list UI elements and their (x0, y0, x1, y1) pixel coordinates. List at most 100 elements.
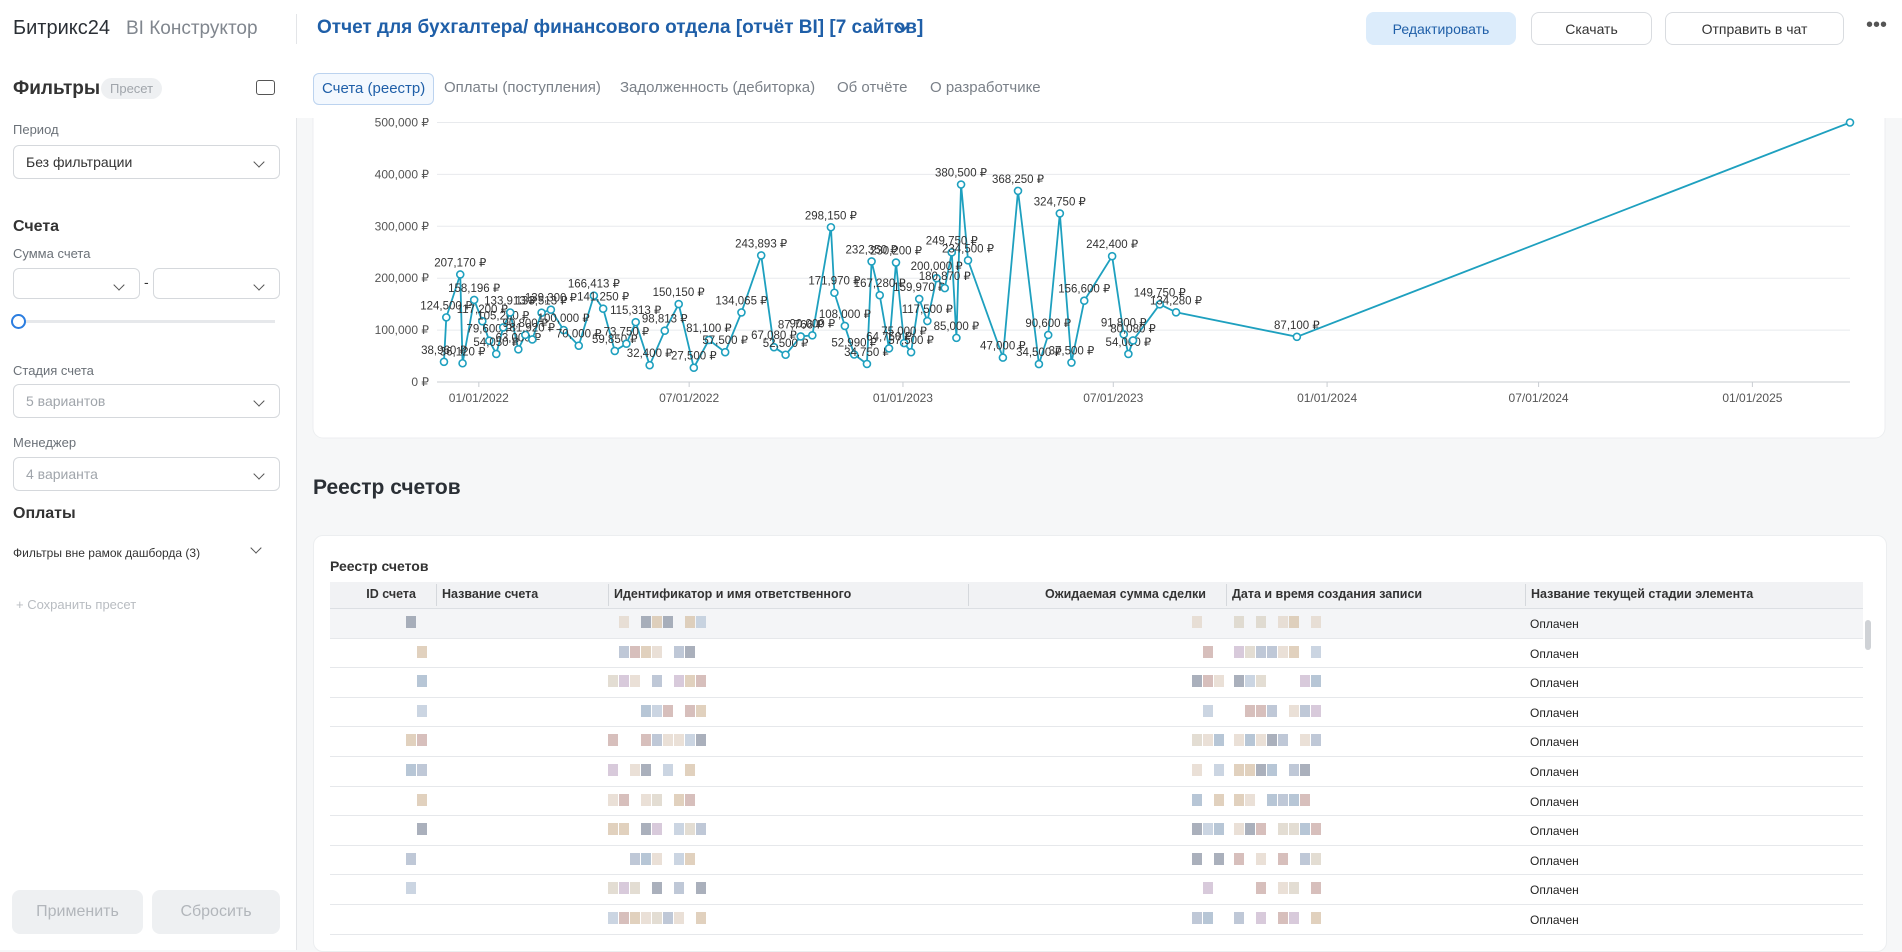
blurred-cell (1256, 645, 1266, 658)
point (875, 290, 885, 300)
blurred-cell (1300, 852, 1310, 865)
download-button[interactable]: Скачать (1531, 12, 1652, 45)
reset-button[interactable]: Сбросить (152, 890, 280, 934)
table-row (330, 697, 1863, 728)
blurred-cell (1311, 882, 1321, 895)
external-filters[interactable]: Фильтры вне рамок дашборда (3) (13, 546, 201, 560)
save-preset[interactable]: + Сохранить пресет (16, 597, 137, 612)
manager-select[interactable]: 4 варианта (13, 457, 280, 491)
blurred-cell (685, 704, 695, 717)
point (645, 360, 654, 370)
tab[interactable]: О разработчике (930, 79, 1041, 96)
edit-button[interactable]: Редактировать (1366, 12, 1516, 45)
point (498, 323, 508, 332)
column-header[interactable]: Дата и время создания записи (1232, 587, 1423, 601)
column-header[interactable]: Название счета (442, 587, 539, 601)
blurred-cell (630, 675, 640, 688)
apply-button[interactable]: Применить (12, 890, 143, 934)
blurred-cell (1234, 734, 1244, 747)
blurred-cell (1311, 823, 1321, 836)
column-divider (1226, 584, 1227, 606)
blurred-cell (1278, 645, 1288, 658)
point (720, 347, 730, 357)
point (559, 325, 568, 335)
amount-from[interactable] (13, 268, 140, 299)
point (484, 336, 494, 345)
data-label: 124,500 ₽ (420, 300, 473, 312)
collapse-icon[interactable] (256, 80, 275, 95)
blurred-cell (641, 764, 651, 776)
point (963, 255, 973, 265)
data-label: 242,400 ₽ (1086, 239, 1139, 251)
point (1013, 186, 1023, 196)
data-label: 81,100 ₽ (686, 323, 732, 335)
blurred-cell (1192, 764, 1202, 776)
point (952, 333, 961, 343)
stage-cell: Оплачен (1530, 735, 1579, 750)
blurred-cell (1256, 912, 1266, 924)
y-tick-label: 0 ₽ (411, 375, 429, 389)
column-header[interactable]: Ожидаемая сумма сделки (1045, 587, 1206, 601)
blurred-cell (674, 852, 684, 865)
blurred-cell (1278, 793, 1288, 806)
blurred-cell (1256, 704, 1266, 717)
label: Менеджер (13, 435, 77, 450)
table-title: Реестр счетов (330, 558, 429, 574)
column-header[interactable]: ID счета (366, 587, 416, 601)
tab[interactable]: Оплаты (поступления) (444, 79, 601, 96)
data-label: 171,970 ₽ (808, 276, 861, 288)
blurred-cell (1203, 675, 1213, 688)
blurred-cell (674, 734, 684, 747)
blurred-cell (674, 823, 684, 836)
x-tick-label: 01/01/2024 (1297, 391, 1357, 405)
send-button[interactable]: Отправить в чат (1665, 12, 1844, 45)
table-header (330, 582, 1863, 609)
slider-handle[interactable] (11, 314, 26, 329)
blurred-cell (1245, 675, 1255, 688)
stage-cell: Оплачен (1530, 794, 1579, 809)
tab[interactable]: Счета (реестр) (313, 73, 435, 105)
blurred-cell (652, 912, 662, 924)
point (622, 339, 631, 349)
label: Стадия счета (13, 363, 94, 378)
point (906, 347, 916, 357)
blurred-cell (619, 882, 629, 895)
blurred-cell (1278, 852, 1288, 865)
blurred-cell (641, 852, 651, 865)
point (737, 308, 746, 317)
logo[interactable]: Битрикс24 (13, 17, 110, 39)
point (514, 345, 523, 354)
column-header[interactable]: Идентификатор и имя ответственного (614, 587, 852, 601)
point (455, 270, 465, 279)
data-label: 67,080 ₽ (751, 330, 797, 342)
blurred-cell (1289, 616, 1299, 628)
stage-select[interactable]: 5 вариантов (13, 384, 280, 418)
tab[interactable]: Об отчёте (837, 79, 908, 96)
blurred-cell (1267, 793, 1277, 806)
data-label: 34,750 ₽ (844, 347, 890, 359)
point (589, 291, 599, 300)
point (998, 353, 1008, 362)
data-label: 234,500 ₽ (942, 243, 995, 255)
point (546, 305, 556, 315)
period-select[interactable]: Без фильтрации (13, 145, 280, 179)
stage-cell: Оплачен (1530, 765, 1579, 779)
blurred-cell (1245, 764, 1255, 776)
data-label: 75,000 ₽ (881, 326, 927, 338)
point (491, 349, 501, 359)
scrollbar[interactable] (1865, 620, 1871, 650)
blurred-cell (652, 704, 662, 717)
data-label: 156,600 ₽ (1058, 284, 1111, 296)
chevron[interactable] (250, 542, 262, 554)
blurred-cell (1256, 823, 1266, 836)
report-title[interactable]: Отчет для бухгалтера/ финансового отдела… (317, 17, 924, 38)
blurred-cell (1234, 764, 1244, 776)
amount-to[interactable] (153, 268, 280, 299)
data-label: 166,413 ₽ (568, 279, 621, 291)
data-label: 108,000 ₽ (819, 309, 872, 321)
more-button[interactable]: ••• (1866, 14, 1888, 36)
data-label: 243,893 ₽ (735, 238, 788, 250)
tab[interactable]: Задолженность (дебиторка) (620, 79, 816, 96)
column-header[interactable]: Название текущей стадии элемента (1531, 587, 1754, 601)
blurred-cell (417, 764, 427, 776)
